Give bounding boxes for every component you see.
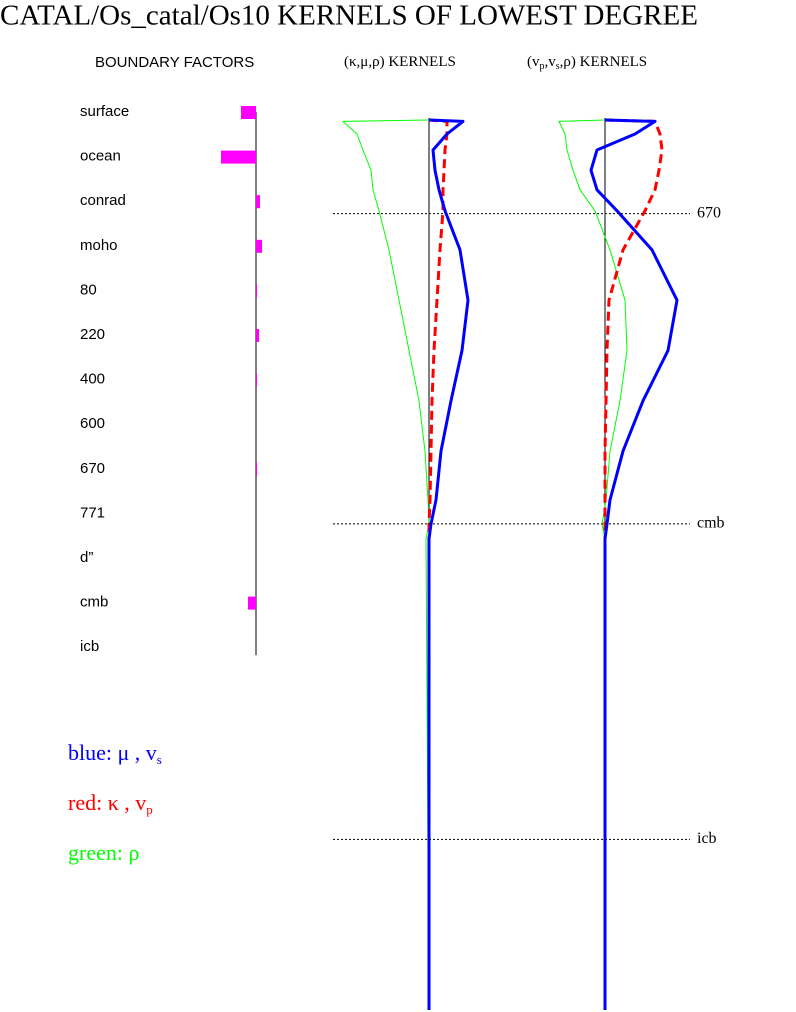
kernel-curve	[603, 118, 664, 1010]
kernel-curve	[558, 119, 628, 1010]
boundary-label: conrad	[80, 192, 126, 209]
bar	[256, 284, 257, 298]
legend-text: red: κ , v	[68, 790, 146, 815]
reference-label: cmb	[697, 515, 725, 532]
boundary-label: moho	[80, 237, 118, 254]
boundary-label: 670	[80, 460, 105, 477]
bar	[248, 596, 256, 610]
kernel-curve	[427, 118, 470, 1010]
title-part: (v	[527, 54, 540, 70]
title-part: s	[556, 61, 560, 72]
title-part: ,v	[545, 54, 557, 70]
bar	[256, 195, 260, 209]
boundary-label: cmb	[80, 594, 108, 611]
legend-entry: green: ρ	[68, 840, 139, 865]
bar	[256, 329, 259, 342]
legend-sub: p	[146, 802, 153, 817]
bar	[256, 239, 262, 253]
title-part: p	[540, 61, 545, 72]
boundary-label: 771	[80, 504, 105, 521]
bar	[221, 150, 256, 164]
kernel-curve	[427, 118, 449, 1010]
bar	[241, 106, 256, 119]
boundary-label: 600	[80, 415, 105, 432]
reference-label: icb	[697, 830, 717, 847]
legend-entry: blue: μ , vs	[68, 740, 162, 767]
boundary-label: 80	[80, 281, 97, 298]
boundary-label: ocean	[80, 148, 121, 165]
panel-title: (vp,vs,ρ) KERNELS	[527, 54, 647, 72]
boundary-label: d”	[80, 549, 93, 566]
legend-text: green: ρ	[68, 840, 139, 865]
panel-title: BOUNDARY FACTORS	[95, 54, 254, 71]
boundary-label: icb	[80, 638, 99, 655]
title-part: ,ρ) KERNELS	[560, 54, 647, 70]
reference-label: 670	[697, 204, 721, 221]
panel-title: (κ,μ,ρ) KERNELS	[344, 54, 456, 70]
figure-title: CATAL/Os_catal/Os10 KERNELS OF LOWEST DE…	[0, 0, 698, 32]
bar	[256, 462, 257, 476]
legend-sub: s	[157, 752, 162, 767]
kernel-curve	[589, 118, 679, 1010]
title-part: (κ,μ,ρ) KERNELS	[344, 54, 456, 70]
legend-text: blue: μ , v	[68, 740, 157, 765]
legend-entry: red: κ , vp	[68, 790, 153, 817]
kernel-curve	[342, 119, 430, 1011]
boundary-label: surface	[80, 103, 129, 120]
bar	[256, 373, 257, 387]
boundary-label: 400	[80, 371, 105, 388]
boundary-label: 220	[80, 326, 105, 343]
